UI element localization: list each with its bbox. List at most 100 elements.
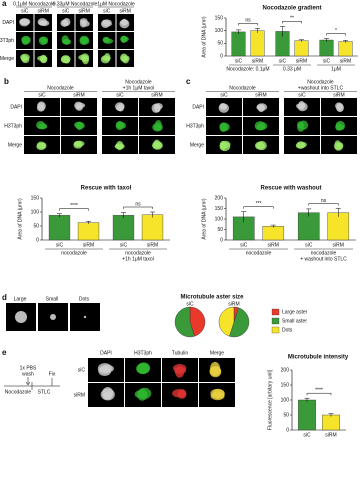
y-tick-label: 0: [220, 53, 223, 59]
significance-label: **: [290, 16, 294, 22]
bar: [231, 31, 246, 57]
legend-label: Large aster: [282, 309, 308, 315]
chromatin: [98, 366, 112, 377]
y-axis-label: Area of DNA (μm²): [201, 16, 207, 58]
bar: [262, 226, 285, 241]
chromatin: [73, 140, 85, 147]
column-header: Nocodazole: [307, 79, 334, 85]
x-tick-label: siC: [56, 242, 64, 248]
y-tick-label: 0: [286, 427, 289, 433]
legend-swatch: [271, 308, 280, 316]
chromatin: [19, 18, 30, 27]
column-header: +1h 1μM taxol: [123, 85, 155, 91]
column-label: siC: [38, 92, 46, 98]
column-label: siC: [298, 92, 306, 98]
column-header: Nocodazole: [47, 85, 74, 91]
chromatin: [137, 389, 148, 401]
significance-bracket: [59, 208, 89, 211]
column-label: siC: [62, 8, 70, 14]
significance-label: ns: [245, 18, 251, 24]
column-label: siC: [220, 92, 228, 98]
x-tick-label: siC: [303, 432, 311, 438]
chromatin: [121, 18, 128, 26]
chromatin: [120, 35, 127, 43]
chromatin: [153, 139, 161, 149]
row-label: siC: [78, 367, 86, 373]
row-label: Merge: [190, 142, 204, 148]
pie-label: siRM: [228, 301, 239, 307]
significance-bracket: [282, 21, 302, 24]
chromatin: [62, 38, 72, 45]
chromatin: [114, 143, 125, 150]
x-tick-label: siRM: [296, 58, 307, 64]
protocol-timeline: [4, 378, 60, 390]
significance-label: *: [335, 28, 337, 34]
y-tick-label: 200: [281, 367, 290, 373]
pie-slice: [229, 307, 250, 338]
chromatin: [154, 102, 163, 110]
x-tick-label: siC: [120, 242, 128, 248]
aster: [15, 311, 27, 323]
chromatin: [38, 123, 48, 130]
chromatin: [219, 140, 227, 151]
chromatin: [153, 124, 162, 131]
chromatin: [174, 367, 186, 375]
x-tick-label: siRM: [83, 242, 94, 248]
row-label: DAPI: [10, 104, 22, 110]
chromatin: [102, 391, 113, 400]
chromatin: [212, 388, 225, 399]
chromatin: [20, 53, 30, 61]
bar: [112, 215, 135, 241]
chromatin: [115, 120, 124, 131]
significance-label: ns: [135, 201, 141, 207]
chart-title: Nocodazole gradient: [262, 6, 321, 12]
legend-swatch: [271, 317, 280, 325]
image-label: Small: [46, 296, 59, 302]
aster: [50, 314, 56, 320]
significance-label: ns: [321, 198, 327, 204]
chromatin: [63, 56, 71, 64]
chromatin: [298, 120, 309, 131]
column-header: Nocodazole: [229, 85, 256, 91]
column-label: siRM: [255, 92, 266, 98]
group-label: 1μM: [331, 66, 341, 72]
column-header: Nocodazole: [125, 79, 152, 85]
chromatin: [102, 21, 113, 27]
column-label: siRM: [151, 92, 162, 98]
significance-label: ***: [256, 201, 262, 207]
chromatin: [76, 121, 83, 131]
column-header: 1μM Nocodazole: [97, 1, 135, 7]
x-tick-label: siC: [279, 58, 287, 64]
panel-letter: e: [2, 348, 7, 357]
y-tick-label: 150: [31, 195, 40, 201]
chromatin: [61, 19, 69, 27]
bar: [319, 39, 334, 57]
bar: [77, 222, 100, 241]
bar: [48, 215, 71, 241]
column-label: siRM: [79, 8, 90, 14]
y-tick-label: 50: [33, 223, 39, 229]
protocol-label: wash: [22, 371, 34, 377]
x-tick-label: siC: [235, 58, 243, 64]
x-tick-label: siRM: [147, 242, 158, 248]
chromatin: [36, 142, 46, 151]
chromatin: [37, 104, 45, 112]
image-label: Large: [14, 296, 27, 302]
chart-title: Rescue with taxol: [81, 186, 132, 192]
chromatin: [137, 362, 151, 374]
chromatin: [104, 53, 111, 62]
row-label: Merge: [8, 142, 22, 148]
chromatin: [334, 140, 341, 150]
column-header: +washout into STLC: [298, 85, 344, 91]
chromatin: [336, 102, 344, 112]
column-label: siC: [116, 92, 124, 98]
chromatin: [78, 54, 88, 61]
y-tick-label: 50: [283, 412, 289, 418]
column-label: siRM: [38, 8, 49, 14]
column-label: siC: [103, 8, 111, 14]
row-label: DAPI: [2, 20, 14, 26]
y-tick-label: 0: [36, 237, 39, 243]
significance-bracket: [243, 206, 274, 209]
